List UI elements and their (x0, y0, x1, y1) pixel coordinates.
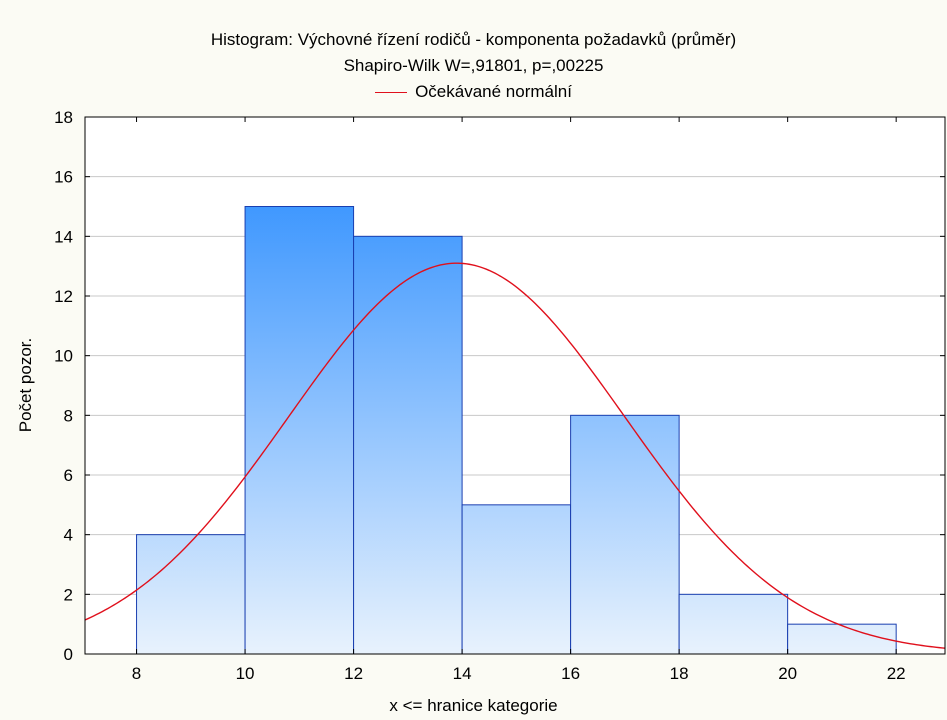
x-tick-label: 14 (453, 664, 472, 683)
histogram-bar (353, 235, 463, 655)
histogram-bar (570, 414, 680, 655)
plot-frame (84, 116, 946, 655)
axis-ticks: 0 2 4 6 8 10 12 14 16 18 8 10 12 14 16 18 20 22 (54, 108, 945, 683)
y-tick-label: 14 (54, 227, 73, 246)
legend-label-normal: Očekávané normální (415, 82, 572, 101)
y-tick-label: 10 (54, 347, 73, 366)
y-tick-label: 12 (54, 287, 73, 306)
x-axis-label: x <= hranice kategorie (389, 696, 558, 715)
histogram-bar (136, 534, 246, 655)
histogram-bar (461, 504, 572, 655)
y-tick-label: 8 (64, 406, 73, 425)
chart-subtitle: Shapiro-Wilk W=,91801, p=,00225 (343, 56, 604, 75)
x-tick-label: 22 (887, 664, 906, 683)
histogram-bars (136, 206, 897, 655)
y-tick-label: 18 (54, 108, 73, 127)
x-tick-label: 8 (132, 664, 141, 683)
y-tick-label: 4 (64, 526, 73, 545)
legend: Očekávané normální (0, 82, 947, 102)
histogram-bar (244, 206, 355, 655)
x-tick-label: 20 (778, 664, 797, 683)
y-tick-label: 2 (64, 585, 73, 604)
x-tick-label: 16 (561, 664, 580, 683)
chart-title: Histogram: Výchovné řízení rodičů - komp… (210, 30, 737, 49)
y-tick-label: 6 (64, 466, 73, 485)
x-tick-label: 12 (344, 664, 363, 683)
y-tick-label: 16 (54, 168, 73, 187)
x-tick-label: 18 (670, 664, 689, 683)
normal-curve (84, 262, 946, 649)
y-tick-label: 0 (64, 645, 73, 664)
histogram-bar (787, 623, 897, 655)
x-tick-label: 10 (236, 664, 255, 683)
legend-swatch-normal (375, 92, 408, 94)
histogram-bar (678, 593, 789, 655)
